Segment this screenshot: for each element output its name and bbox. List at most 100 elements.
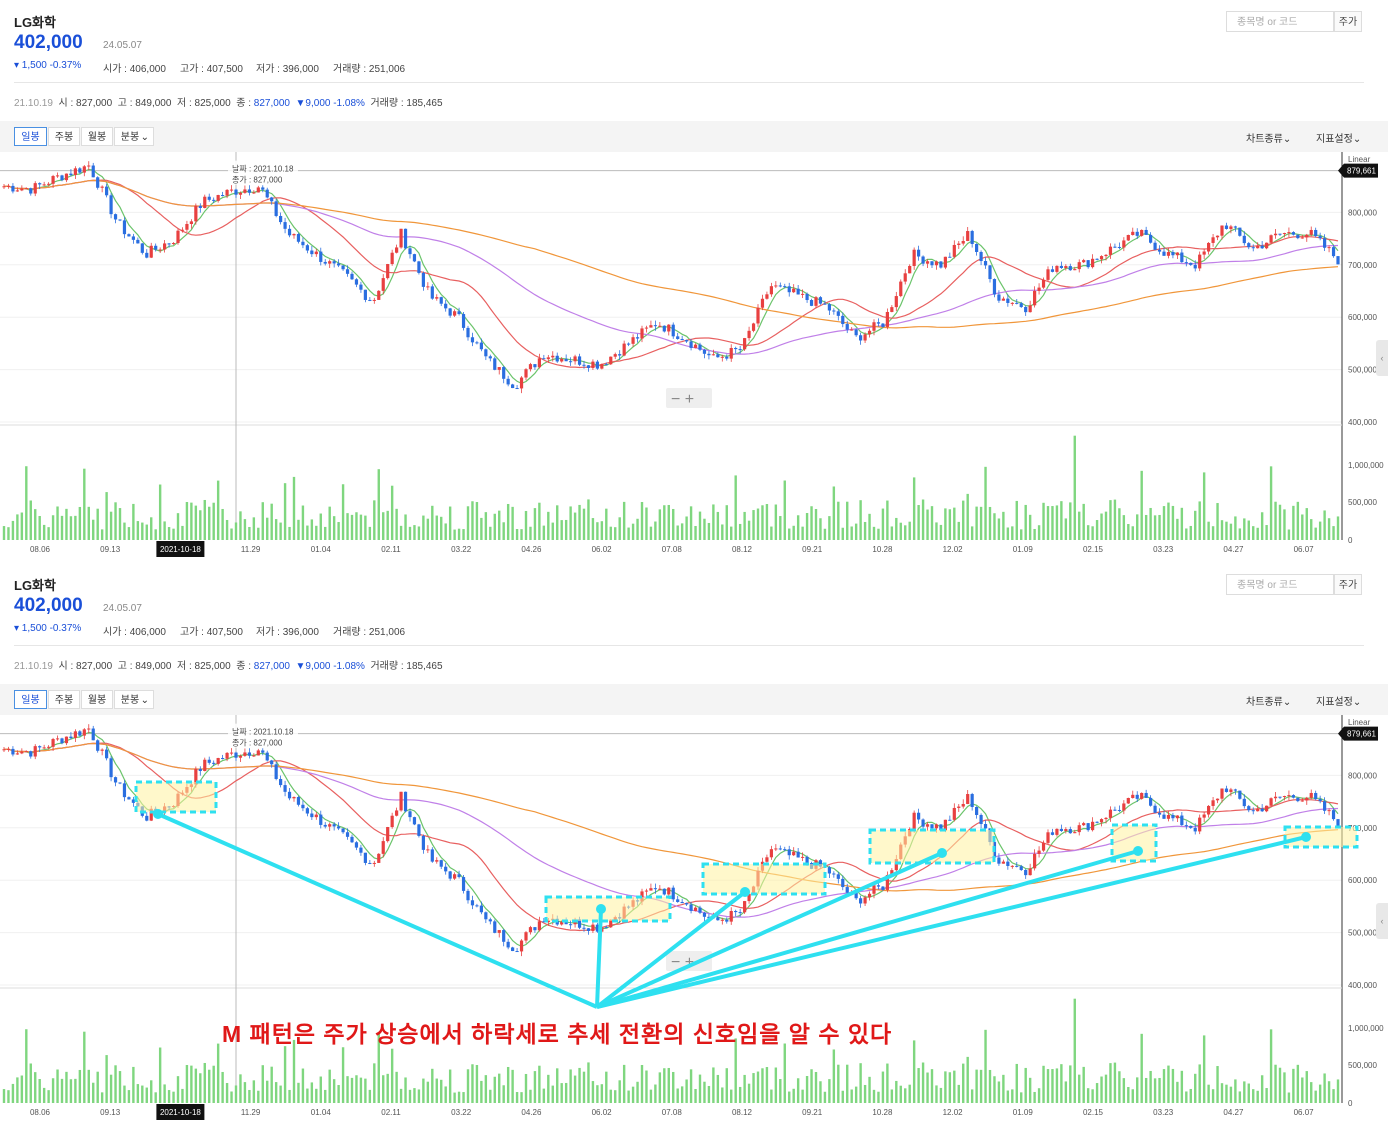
volume-bar: [212, 1065, 215, 1103]
candle: [533, 927, 537, 931]
volume-bar: [163, 1084, 166, 1103]
candle: [479, 342, 483, 350]
x-tick-label: 04.26: [521, 545, 542, 554]
candle: [430, 286, 434, 299]
tab-minute[interactable]: 분봉 ⌄: [114, 127, 154, 146]
search-button[interactable]: 주가: [1334, 574, 1362, 595]
volume-bar: [60, 515, 64, 540]
volume-bar: [756, 1071, 760, 1103]
volume-bar: [283, 1046, 287, 1103]
volume-bar: [1229, 1086, 1233, 1103]
candle: [283, 785, 287, 792]
candle: [613, 354, 617, 357]
candle: [1198, 817, 1202, 832]
candle: [29, 188, 33, 194]
candle: [1220, 788, 1224, 799]
volume-bar: [667, 1067, 670, 1103]
candle: [127, 234, 131, 237]
volume-bar: [890, 1089, 894, 1103]
volume-bar: [1118, 508, 1121, 540]
candle: [310, 813, 314, 818]
candle: [171, 243, 176, 245]
volume-bar: [823, 528, 827, 540]
volume-bar: [373, 1063, 376, 1103]
volume-bar: [386, 1073, 389, 1103]
volume-bar: [962, 500, 965, 540]
search-input[interactable]: 종목명 or 코드: [1226, 574, 1334, 595]
candle: [24, 188, 28, 190]
candle: [1068, 266, 1072, 271]
candle: [1073, 269, 1077, 271]
volume-bar: [672, 1071, 675, 1103]
volume-bar: [654, 521, 657, 540]
candle: [363, 289, 367, 300]
volume-bar: [100, 529, 104, 540]
candle: [787, 286, 791, 293]
volume-bar: [730, 526, 733, 540]
volume-bar: [975, 1069, 978, 1103]
candle: [1050, 269, 1055, 272]
tab-daily[interactable]: 일봉: [14, 690, 47, 709]
tab-weekly[interactable]: 주봉: [48, 127, 80, 146]
volume-bar: [297, 1082, 300, 1103]
tab-daily[interactable]: 일봉: [14, 127, 47, 146]
volume-bar: [846, 501, 849, 540]
side-panel-handle[interactable]: ‹: [1376, 340, 1388, 376]
candle: [1278, 796, 1282, 798]
volume-bar: [341, 1047, 345, 1103]
candle: [1001, 298, 1005, 301]
volume-bar: [109, 511, 113, 540]
candle: [1095, 821, 1099, 823]
candle: [957, 243, 961, 245]
volume-bar: [2, 1089, 6, 1103]
volume-bar: [47, 1090, 50, 1103]
y-tick-label: 700,000: [1348, 824, 1377, 833]
volume-bar: [11, 520, 15, 540]
candle: [1126, 234, 1130, 241]
volume-bar: [698, 511, 702, 540]
side-panel-handle[interactable]: ‹: [1376, 903, 1388, 939]
candle: [832, 310, 836, 312]
volume-bar: [676, 1088, 679, 1103]
candle: [533, 364, 537, 368]
history-change: ▼9,000 -1.08%: [295, 661, 365, 672]
candle: [1122, 240, 1126, 248]
search-input[interactable]: 종목명 or 코드: [1226, 11, 1334, 32]
tab-monthly[interactable]: 월봉: [81, 690, 113, 709]
x-tick-label: 08.06: [30, 1108, 51, 1117]
candle: [885, 311, 889, 327]
volume-bar: [288, 1089, 291, 1103]
tab-minute[interactable]: 분봉 ⌄: [114, 690, 154, 709]
candle: [216, 195, 220, 201]
volume-bar: [239, 511, 242, 540]
volume-bar: [1180, 1070, 1184, 1103]
indicator-menu[interactable]: 지표설정⌄: [1316, 693, 1361, 708]
tab-monthly[interactable]: 월봉: [81, 127, 113, 146]
volume-bar: [627, 1090, 630, 1103]
candle: [854, 892, 858, 899]
volume-bar: [377, 1032, 380, 1103]
volume-bar: [1020, 1092, 1023, 1103]
candle: [1282, 796, 1287, 798]
volume-bar: [127, 1090, 131, 1103]
candle: [591, 361, 595, 368]
candle: [1104, 254, 1108, 257]
candle: [167, 243, 171, 245]
candle: [274, 764, 278, 779]
volume-bar: [1011, 526, 1014, 540]
candle: [827, 304, 831, 311]
candle: [341, 265, 345, 270]
chart-type-menu[interactable]: 차트종류⌄: [1246, 693, 1291, 708]
volume-bar: [444, 1086, 447, 1103]
chart-type-menu[interactable]: 차트종류⌄: [1246, 130, 1291, 145]
tab-weekly[interactable]: 주봉: [48, 690, 80, 709]
volume-bar: [761, 1068, 764, 1103]
volume-bar: [636, 1081, 639, 1103]
volume-bar: [506, 1066, 510, 1103]
volume-bar: [895, 517, 898, 540]
search-button[interactable]: 주가: [1334, 11, 1362, 32]
indicator-menu[interactable]: 지표설정⌄: [1316, 130, 1361, 145]
candle: [859, 335, 863, 341]
price-chart-annotated[interactable]: 800,000 700,000 600,000 500,000 400,000 1,000…: [0, 715, 1388, 1125]
price-chart[interactable]: 800,000 700,000 600,000 500,000 400,000 1,000…: [0, 152, 1388, 562]
